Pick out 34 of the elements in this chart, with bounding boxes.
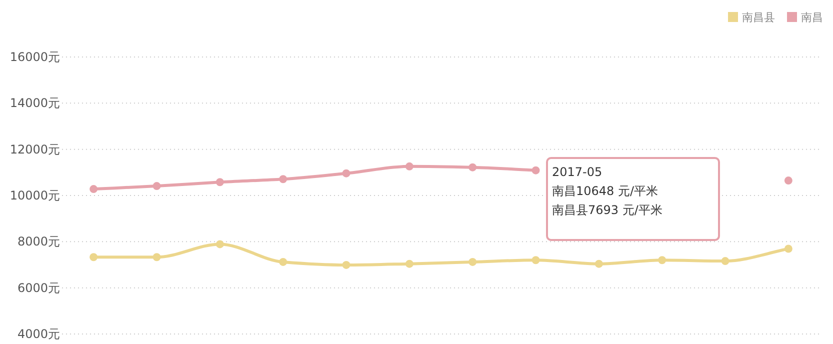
- point: [342, 169, 350, 178]
- y-tick-label: 16000元: [10, 50, 60, 64]
- y-tick-label: 10000元: [10, 188, 60, 202]
- point: [721, 257, 730, 266]
- point: [152, 182, 161, 190]
- point: [784, 176, 792, 185]
- point: [405, 162, 414, 170]
- point: [658, 256, 666, 264]
- point: [594, 260, 603, 268]
- point: [90, 185, 98, 194]
- point: [90, 253, 98, 262]
- y-tick-label: 12000元: [10, 142, 60, 156]
- legend-label: 南昌: [801, 11, 823, 24]
- point: [468, 258, 477, 266]
- point: [279, 258, 288, 266]
- point: [468, 163, 477, 172]
- y-tick-label: 14000元: [10, 96, 60, 110]
- annotation: 南昌10648 元/平米: [552, 184, 658, 198]
- point: [279, 175, 288, 184]
- point: [342, 260, 350, 269]
- annotation: 南昌县7693 元/平米: [552, 203, 662, 217]
- y-tick-label: 6000元: [17, 280, 60, 295]
- point: [405, 260, 414, 268]
- annotation: 2017-05: [552, 165, 602, 179]
- point: [216, 240, 224, 248]
- point: [532, 256, 540, 264]
- point: [532, 166, 540, 174]
- tooltip: 2017-05 南昌10648 元/平米 南昌县7693 元/平米: [546, 157, 720, 241]
- y-tick-label: 8000元: [17, 234, 60, 249]
- point: [216, 178, 224, 186]
- y-tick-label: 4000元: [17, 327, 60, 341]
- point: [784, 244, 792, 253]
- legend-label: 南昌县: [742, 11, 775, 24]
- point: [152, 253, 161, 262]
